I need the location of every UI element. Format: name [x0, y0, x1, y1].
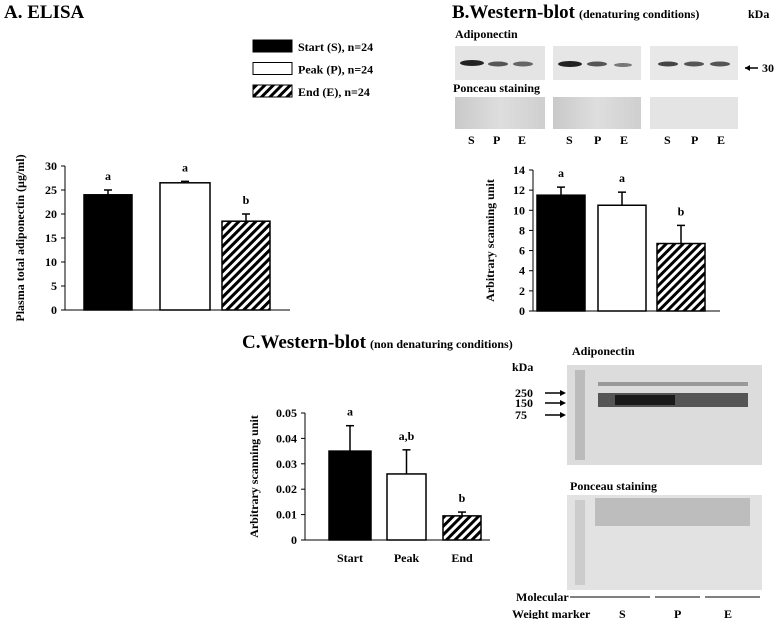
legend-swatch [252, 84, 293, 98]
lane-label: S [619, 607, 626, 619]
bar [536, 194, 586, 312]
stain-image [567, 495, 762, 590]
lane-label: P [691, 133, 698, 147]
lane-label: P [674, 607, 681, 619]
significance-letter: a [105, 169, 111, 183]
y-tick-label: 0 [291, 533, 297, 547]
y-tick-label: 5 [51, 279, 57, 293]
y-tick-label: 0.01 [276, 508, 297, 522]
bar [221, 220, 271, 311]
subtitle: (non denaturing conditions) [370, 337, 513, 351]
y-tick-label: 14 [513, 163, 525, 177]
significance-letter: b [459, 491, 466, 505]
y-tick-label: 12 [513, 183, 525, 197]
significance-letter: a [619, 171, 625, 185]
significance-letter: a [182, 160, 188, 174]
subtitle: (denaturing conditions) [579, 7, 699, 21]
chart-title: A. ELISA [4, 2, 85, 23]
marker-caption: Molecular [516, 590, 569, 604]
y-tick-label: 0 [519, 304, 525, 318]
lane-label: S [468, 133, 475, 147]
legend-swatch [252, 62, 293, 75]
legend-label: Start (S), n=24 [298, 40, 373, 54]
lane-label: E [724, 607, 732, 619]
blot-label: Ponceau staining [570, 479, 657, 493]
lane-label: E [620, 133, 628, 147]
chart-title: B.Western-blot (denaturing conditions) [452, 2, 699, 23]
marker-label: 75 [515, 408, 527, 422]
y-tick-label: 0.03 [276, 457, 297, 471]
bar [442, 515, 482, 541]
y-tick-label: 0 [51, 303, 57, 317]
lane-label: P [493, 133, 500, 147]
lane-label: E [518, 133, 526, 147]
legend-label: End (E), n=24 [298, 85, 370, 99]
chart-title: C.Western-blot (non denaturing conditions… [242, 332, 513, 353]
blot-label: Adiponectin [572, 344, 635, 358]
legend-label: Peak (P), n=24 [298, 63, 373, 77]
y-tick-label: 0.04 [276, 431, 297, 445]
y-tick-label: 20 [45, 207, 57, 221]
x-tick-label: End [451, 551, 473, 565]
bar [328, 450, 372, 541]
y-axis-label: Arbitrary scanning unit [247, 415, 261, 538]
blot-image [545, 365, 762, 465]
unit-label: kDa [512, 360, 533, 374]
legend-swatch [252, 39, 293, 53]
y-tick-label: 15 [45, 231, 57, 245]
lane-label: S [566, 133, 573, 147]
y-tick-label: 2 [519, 284, 525, 298]
marker-label: 30 [762, 61, 774, 75]
blot-image [455, 46, 758, 80]
unit-label: kDa [748, 7, 769, 21]
significance-letter: a [347, 405, 353, 419]
lane-label: E [717, 133, 725, 147]
y-tick-label: 0.05 [276, 406, 297, 420]
x-tick-label: Start [337, 551, 363, 565]
significance-letter: b [678, 204, 685, 218]
bar [386, 473, 427, 541]
marker-caption: Weight marker [512, 607, 591, 619]
y-tick-label: 8 [519, 223, 525, 237]
blot-label: Ponceau staining [453, 81, 540, 95]
y-tick-label: 30 [45, 159, 57, 173]
y-tick-label: 10 [45, 255, 57, 269]
bar [83, 194, 133, 311]
y-tick-label: 0.02 [276, 482, 297, 496]
blot-label: Adiponectin [455, 27, 518, 41]
y-axis-label: Arbitrary scanning unit [483, 179, 497, 302]
y-tick-label: 4 [519, 264, 525, 278]
significance-letter: b [243, 193, 250, 207]
y-axis-label: Plasma total adiponectin (µg/ml) [13, 154, 27, 321]
title: C.Western-blot [242, 332, 367, 353]
bar [159, 182, 211, 311]
lane-label: S [664, 133, 671, 147]
bar [656, 242, 706, 312]
bar [597, 204, 647, 312]
significance-letter: a [558, 166, 564, 180]
significance-letter: a,b [399, 429, 415, 443]
marker-label: 250 [515, 386, 533, 400]
stain-image [455, 97, 738, 129]
y-tick-label: 6 [519, 244, 525, 258]
y-tick-label: 10 [513, 203, 525, 217]
y-tick-label: 25 [45, 183, 57, 197]
x-tick-label: Peak [394, 551, 420, 565]
title: B.Western-blot [452, 2, 576, 23]
lane-label: P [594, 133, 601, 147]
marker-label: 150 [515, 396, 533, 410]
